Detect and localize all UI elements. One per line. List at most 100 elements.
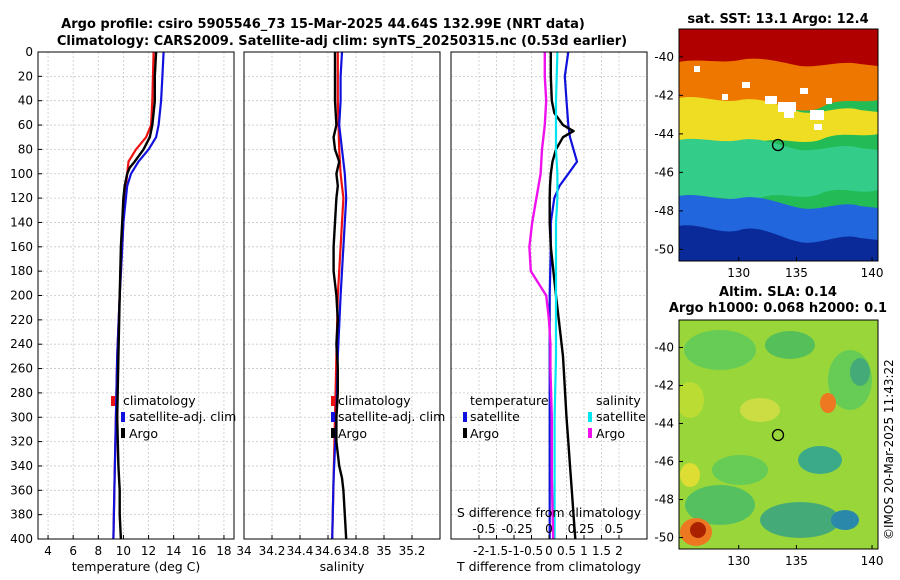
legend-satellite-label: satellite — [470, 409, 520, 424]
difference-xlabel: T difference from climatology — [456, 559, 642, 574]
legend-argo-label: Argo — [470, 426, 499, 441]
map-lat-tick-label: -42 — [654, 88, 674, 102]
x-tick-label: 2 — [615, 544, 623, 558]
depth-tick-label: 240 — [10, 337, 33, 351]
depth-tick-label: 180 — [10, 264, 33, 278]
legend-climatology-label: climatology — [338, 393, 411, 408]
map-lon-tick-label: 130 — [727, 554, 750, 568]
imos-credit: ©IMOS 20-Mar-2025 11:43:22 — [882, 359, 896, 540]
legend-argo-swatch — [331, 428, 335, 438]
x-tick-label: 0 — [545, 544, 553, 558]
x-tick-label: 0.5 — [557, 544, 576, 558]
legend-climatology-swatch — [111, 396, 115, 406]
depth-tick-label: 320 — [10, 435, 33, 449]
x-tick-label: 6 — [69, 544, 77, 558]
map-lon-tick-label: 135 — [785, 266, 808, 280]
depth-tick-label: 280 — [10, 386, 33, 400]
depth-tick-label: 20 — [18, 69, 33, 83]
x-tick-label: 8 — [94, 544, 102, 558]
series-line-argo — [115, 51, 158, 540]
legend-satellite-adj-swatch — [331, 412, 335, 422]
x-tick-label: -0.5 — [520, 544, 543, 558]
difference-legend-salinity: salinity satellite Argo — [588, 393, 646, 441]
legend-satellite-adj-label: satellite-adj. clim — [129, 409, 236, 424]
x-tick-label: 12 — [141, 544, 156, 558]
difference-legend-temperature: temperature satellite Argo — [463, 393, 549, 441]
temperature-xlabel: temperature (deg C) — [72, 559, 201, 574]
series-line-argo — [528, 52, 555, 540]
legend-satellite-label: satellite — [596, 409, 646, 424]
s-tick-label: 0.5 — [604, 522, 623, 536]
figure-title-line2: Climatology: CARS2009. Satellite-adj cli… — [57, 34, 627, 49]
difference-panel: -2 -1.5 -1 -0.5 0 0.5 1 1.5 2 T difference from … — [450, 51, 648, 574]
map-lat-tick-label: -40 — [654, 340, 674, 354]
depth-tick-label: 60 — [18, 118, 33, 132]
series-line-satellite — [553, 51, 559, 539]
s-tick-label: -0.5 — [472, 522, 495, 536]
legend-climatology-label: climatology — [123, 393, 196, 408]
depth-tick-label: 200 — [10, 289, 33, 303]
s-tick-label: -0.25 — [501, 522, 532, 536]
legend-satellite-adj-label: satellite-adj. clim — [338, 409, 445, 424]
legend-satellite-adj-swatch — [121, 412, 125, 422]
map-lat-tick-label: -46 — [654, 455, 674, 469]
sst-map-title: sat. SST: 13.1 Argo: 12.4 — [687, 12, 868, 27]
depth-tick-label: 340 — [10, 459, 33, 473]
s-tick-label: 0 — [545, 522, 553, 536]
x-tick-label: 4 — [44, 544, 52, 558]
depth-tick-label: 80 — [18, 142, 33, 156]
legend-argo-swatch — [121, 428, 125, 438]
series-line-climatology — [331, 52, 345, 540]
sla-argo-location-marker — [771, 428, 785, 442]
salinity-legend: climatology satellite-adj. clim Argo — [331, 393, 445, 441]
depth-tick-label: 140 — [10, 215, 33, 229]
map-lon-tick-label: 130 — [727, 266, 750, 280]
legend-argo-label: Argo — [129, 426, 158, 441]
x-tick-label: 34.8 — [343, 544, 370, 558]
x-tick-label: 10 — [116, 544, 131, 558]
sla-map-title-line1: Altim. SLA: 0.14 — [719, 285, 837, 300]
depth-tick-label: 260 — [10, 362, 33, 376]
legend-temperature-title: temperature — [470, 393, 549, 408]
map-lat-tick-label: -42 — [654, 378, 674, 392]
temperature-legend: climatology satellite-adj. clim Argo — [111, 393, 236, 441]
x-tick-label: 35.2 — [399, 544, 426, 558]
legend-satellite-swatch — [463, 412, 467, 422]
legend-argo-label: Argo — [338, 426, 367, 441]
map-lat-tick-label: -46 — [654, 165, 674, 179]
map-lat-tick-label: -40 — [654, 50, 674, 64]
map-lat-tick-label: -44 — [654, 417, 674, 431]
x-tick-label: 34.2 — [259, 544, 286, 558]
map-lon-tick-label: 140 — [861, 266, 884, 280]
legend-argo-swatch — [588, 428, 592, 438]
x-tick-label: 16 — [191, 544, 206, 558]
legend-climatology-swatch — [331, 396, 335, 406]
x-tick-label: 34 — [236, 544, 251, 558]
salinity-xlabel: salinity — [320, 559, 365, 574]
series-line-argo — [548, 52, 577, 540]
legend-salinity-title: salinity — [596, 393, 641, 408]
sst-map: sat. SST: 13.1 Argo: 12.4 130 135 1 — [654, 12, 883, 280]
depth-tick-label: 400 — [10, 532, 33, 546]
sst-argo-location-marker — [771, 138, 785, 152]
depth-tick-label: 380 — [10, 508, 33, 522]
s-difference-xlabel: S difference from climatology — [457, 505, 642, 520]
x-tick-label: 34.4 — [287, 544, 314, 558]
legend-satellite-swatch — [588, 412, 592, 422]
depth-tick-label: 120 — [10, 191, 33, 205]
legend-argo-label: Argo — [596, 426, 625, 441]
s-tick-label: 0.25 — [568, 522, 595, 536]
map-lat-tick-label: -48 — [654, 493, 674, 507]
x-tick-label: 18 — [216, 544, 231, 558]
depth-tick-label: 100 — [10, 167, 33, 181]
x-tick-label: 1 — [580, 544, 588, 558]
sla-map: Altim. SLA: 0.14 Argo h1000: 0.068 h2000… — [654, 285, 887, 568]
depth-tick-label: 360 — [10, 483, 33, 497]
x-tick-label: 1.5 — [592, 544, 611, 558]
map-lon-tick-label: 140 — [861, 554, 884, 568]
sla-map-title-line2: Argo h1000: 0.068 h2000: 0.1 — [669, 301, 887, 316]
map-lat-tick-label: -50 — [654, 242, 674, 256]
map-lat-tick-label: -50 — [654, 531, 674, 545]
salinity-panel: 34 34.2 34.4 34.6 34.8 35 35.2 salinity climat… — [236, 51, 445, 574]
depth-tick-label: 0 — [25, 45, 33, 59]
